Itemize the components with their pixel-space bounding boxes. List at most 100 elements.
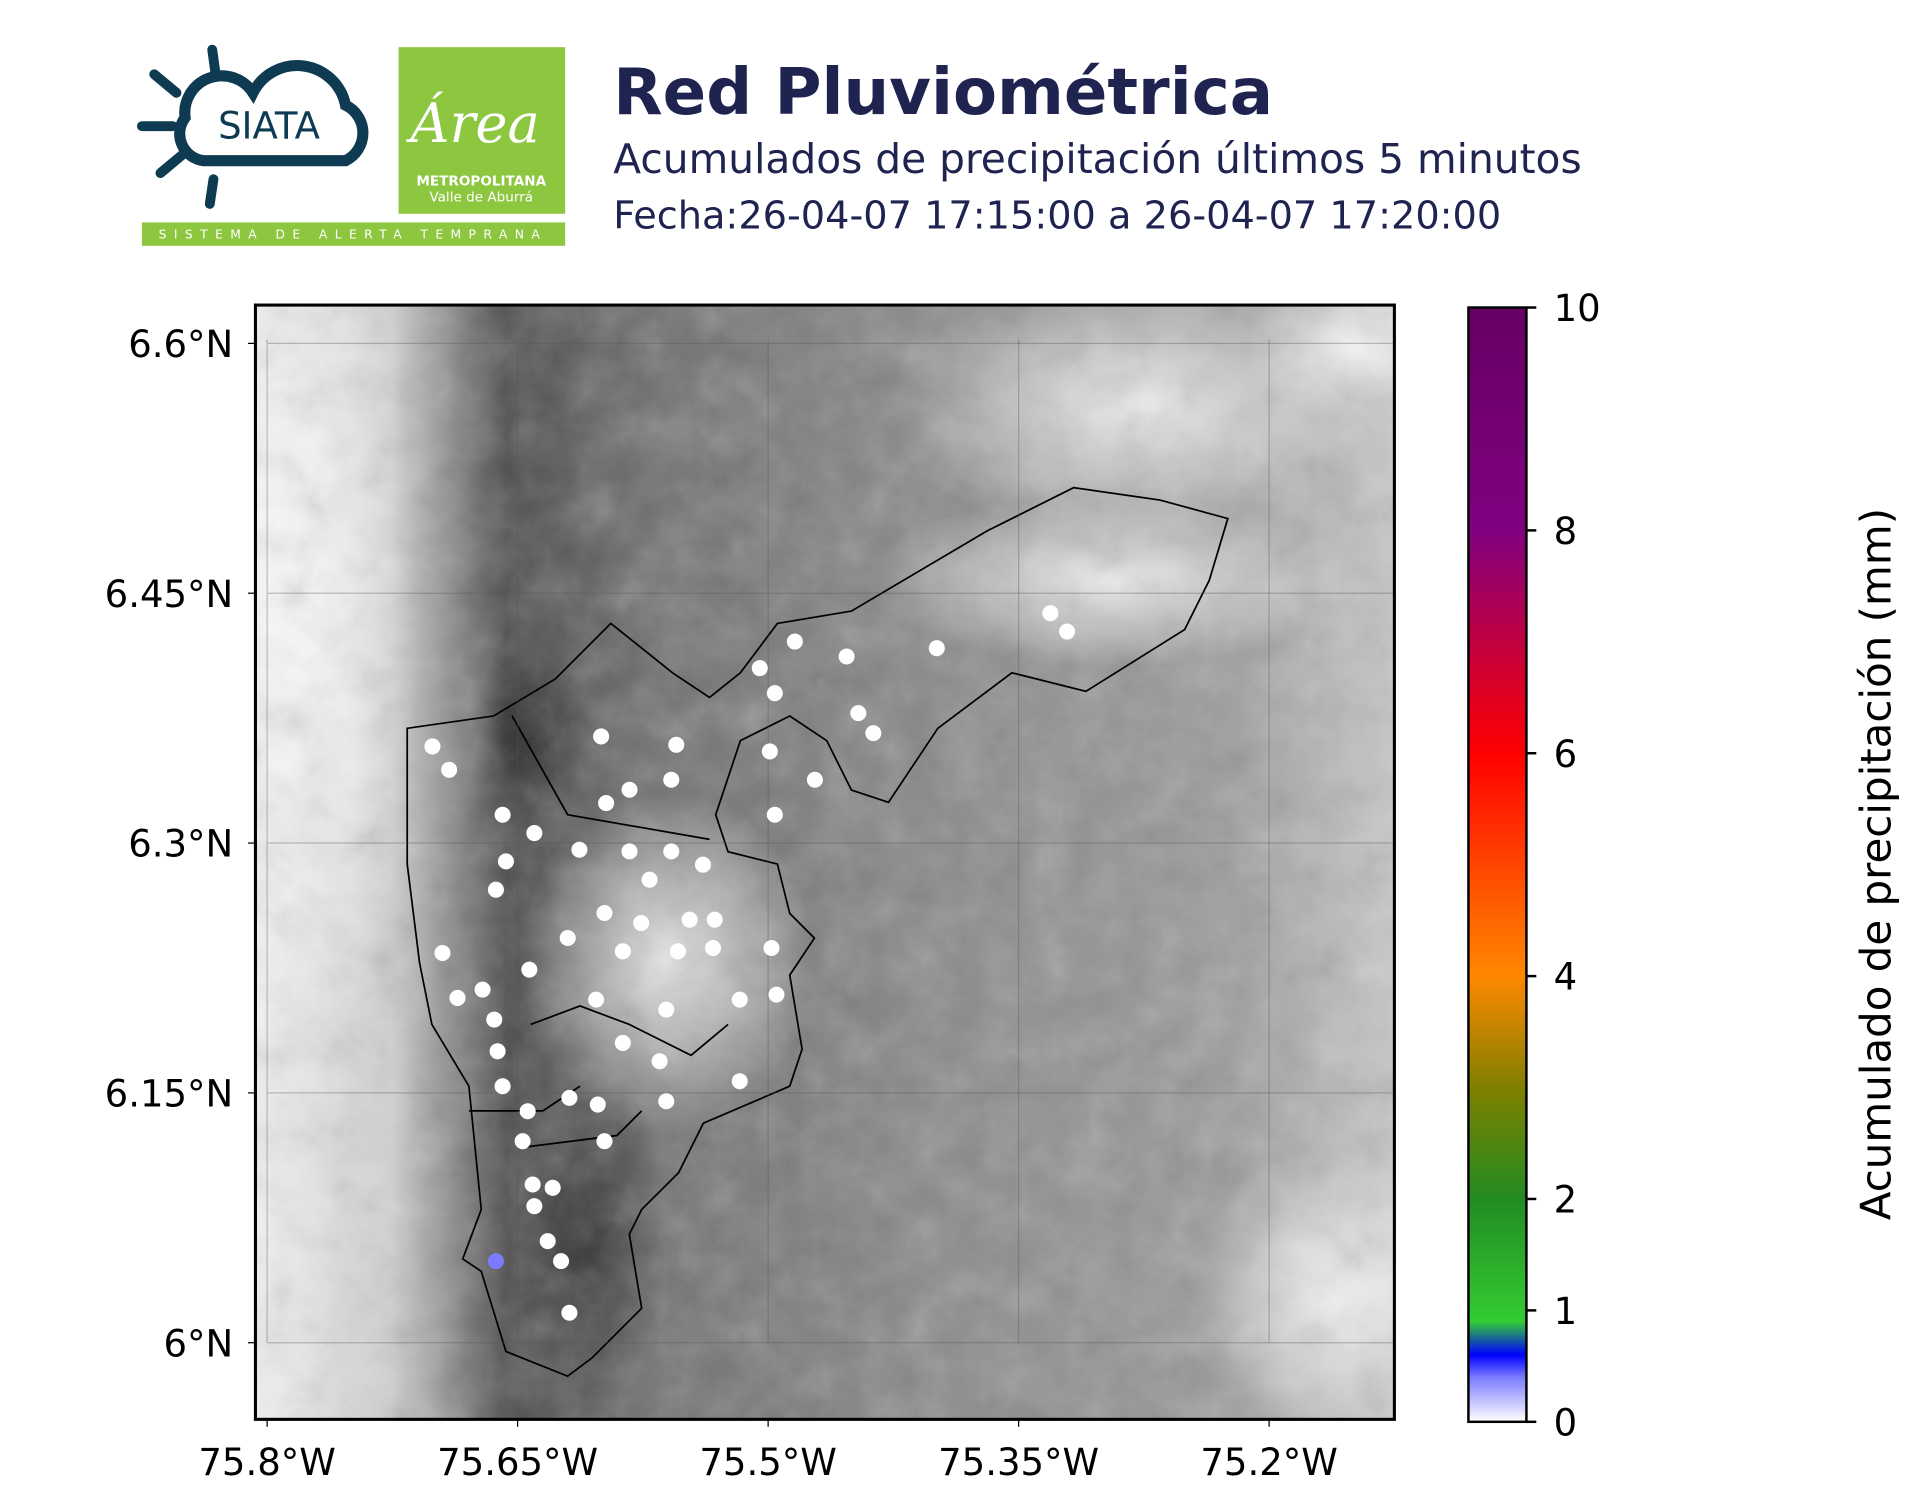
station — [731, 991, 748, 1008]
station — [526, 1198, 543, 1215]
station — [806, 771, 823, 788]
station — [681, 911, 698, 928]
station — [598, 795, 615, 812]
station — [593, 728, 610, 745]
x-tick-label: 75.2°W — [1200, 1441, 1337, 1484]
station — [928, 640, 945, 657]
station — [561, 1089, 578, 1106]
station — [1059, 623, 1076, 640]
title: Red Pluviométrica — [613, 55, 1273, 130]
station — [596, 1133, 613, 1150]
colorbar-tick-label: 1 — [1554, 1290, 1578, 1333]
x-tick-label: 75.5°W — [699, 1441, 836, 1484]
station — [521, 961, 538, 978]
station — [766, 685, 783, 702]
station — [588, 991, 605, 1008]
station — [589, 1096, 606, 1113]
station — [561, 1304, 578, 1321]
station — [553, 1253, 570, 1270]
station — [487, 1253, 504, 1270]
colorbar-label: Acumulado de precipitación (mm) — [1851, 508, 1900, 1220]
station — [850, 705, 867, 722]
valle-text: Valle de Aburrá — [429, 189, 533, 205]
station — [786, 633, 803, 650]
colorbar-tick-label: 8 — [1554, 510, 1578, 553]
terrain — [255, 305, 1395, 1420]
station — [838, 648, 855, 665]
station — [763, 939, 780, 957]
station — [668, 736, 685, 753]
station — [766, 806, 783, 823]
station — [651, 1053, 668, 1070]
siata-text: SIATA — [218, 104, 320, 147]
station — [621, 781, 638, 798]
station — [658, 1093, 675, 1110]
colorbar-fill — [1467, 306, 1528, 1424]
station — [497, 853, 514, 870]
colorbar-tick-label: 4 — [1554, 956, 1578, 999]
station — [663, 771, 680, 788]
area-text: Área — [405, 91, 540, 155]
siata-logo: SIATA — [136, 44, 369, 209]
colorbar-tick-label: 6 — [1554, 733, 1578, 776]
station — [434, 944, 451, 962]
colorbar-tick-label: 10 — [1554, 287, 1601, 330]
station — [519, 1103, 536, 1120]
colorbar-tick-label: 2 — [1554, 1179, 1578, 1222]
x-tick-label: 75.65°W — [437, 1441, 598, 1484]
date: Fecha:26-04-07 17:15:00 a 26-04-07 17:20… — [613, 194, 1501, 239]
station — [865, 725, 882, 742]
x-tick-label: 75.35°W — [938, 1441, 1099, 1484]
station — [424, 738, 441, 755]
map: 75.8°W 75.65°W 75.5°W 75.35°W 75.2°W 6.6°N 6.4… — [105, 303, 1396, 1484]
station — [571, 841, 588, 858]
station — [474, 981, 491, 998]
station — [441, 761, 458, 778]
station — [658, 1001, 675, 1018]
station — [669, 943, 686, 960]
station — [621, 843, 638, 860]
map-frame — [253, 303, 1396, 1421]
colorbar-tick-label: 0 — [1554, 1401, 1578, 1444]
station — [489, 1043, 506, 1060]
station — [544, 1179, 561, 1196]
station — [663, 843, 680, 860]
sat-band — [141, 222, 566, 246]
y-tick-label: 6.6°N — [128, 323, 233, 366]
station — [449, 989, 466, 1006]
sat-text: SISTEMA DE ALERTA TEMPRANA — [159, 227, 548, 241]
subtitle: Acumulados de precipitación últimos 5 mi… — [613, 135, 1581, 183]
station — [486, 1011, 503, 1028]
station — [731, 1073, 748, 1090]
x-tick-label: 75.8°W — [198, 1441, 335, 1484]
y-tick-label: 6.15°N — [105, 1072, 234, 1115]
station — [539, 1233, 556, 1250]
station — [526, 825, 543, 842]
y-tick-label: 6.45°N — [105, 573, 234, 616]
station — [494, 806, 511, 823]
area-logo — [398, 47, 566, 214]
station — [761, 743, 778, 760]
station — [1042, 605, 1059, 622]
y-tick-label: 6.3°N — [128, 823, 233, 866]
station — [704, 939, 722, 957]
station — [614, 1034, 631, 1051]
station — [751, 660, 768, 677]
metro-text: METROPOLITANA — [416, 173, 546, 189]
station — [768, 986, 785, 1003]
station — [706, 911, 723, 928]
station — [596, 904, 613, 922]
station — [494, 1078, 511, 1095]
station — [487, 881, 504, 898]
y-tick-label: 6°N — [164, 1322, 234, 1365]
station — [614, 943, 631, 960]
valley-boundary — [406, 486, 1229, 1378]
station — [524, 1176, 541, 1193]
station — [641, 871, 658, 888]
station — [559, 929, 576, 947]
colorbar: 0 1 2 4 6 8 10 Acumulado de precipitación (mm) — [1467, 287, 1900, 1444]
station — [633, 914, 650, 932]
station — [694, 856, 712, 873]
